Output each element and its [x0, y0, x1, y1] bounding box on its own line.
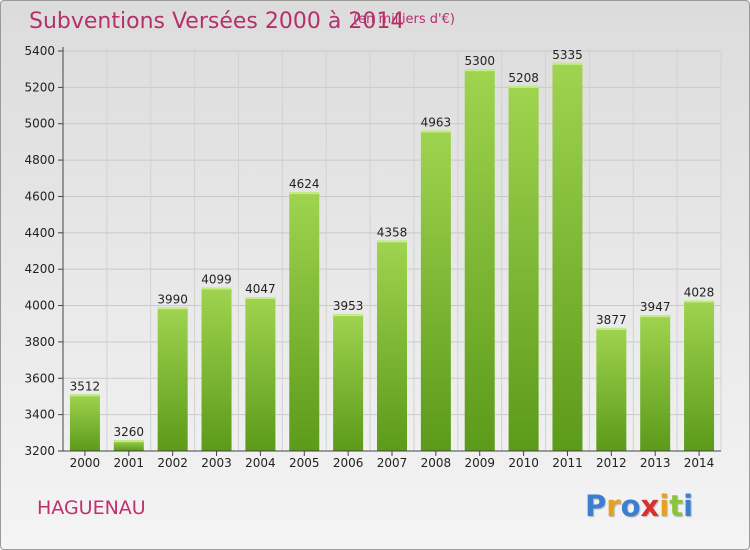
bar-2003 — [201, 287, 232, 451]
x-tick-label: 2006 — [333, 456, 364, 470]
logo-letter: r — [606, 489, 621, 523]
bar-2010 — [508, 85, 539, 451]
logo-letter: o — [620, 489, 641, 523]
bars — [69, 62, 715, 452]
x-tick-label: 2013 — [640, 456, 671, 470]
commune-name: HAGUENAU — [37, 497, 146, 519]
bar-2000 — [69, 394, 100, 451]
y-tick-label: 4000 — [24, 299, 55, 313]
chart-title: Subventions Versées 2000 à 2014 — [29, 9, 405, 34]
y-tick-label: 3200 — [24, 444, 55, 458]
bar-highlight — [113, 440, 144, 443]
proxiti-logo: Proxiti — [585, 489, 693, 523]
bar-highlight — [508, 85, 539, 88]
x-tick-label: 2001 — [114, 456, 145, 470]
x-tick-label: 2002 — [157, 456, 188, 470]
value-labels: 3512 3260 3990 4099 4047 4624 3953 4358 4963 5300… — [70, 48, 715, 439]
bar-2001 — [113, 440, 144, 451]
value-label: 5300 — [464, 54, 495, 68]
value-label: 3953 — [333, 299, 364, 313]
value-label: 4963 — [421, 115, 452, 129]
bar-2007 — [377, 240, 407, 451]
bar-highlight — [640, 315, 671, 318]
bar-highlight — [245, 297, 276, 299]
bar-2012 — [596, 327, 627, 451]
bar-highlight — [201, 287, 232, 290]
y-tick-label: 3800 — [24, 335, 55, 349]
x-tick-label: 2014 — [684, 456, 715, 470]
value-label: 4624 — [289, 177, 320, 191]
chart-unit: (en milliers d'€) — [353, 12, 455, 27]
bar-2004 — [245, 297, 276, 451]
value-label: 3877 — [596, 313, 627, 327]
bar-2008 — [420, 130, 451, 452]
y-tick-label: 4800 — [24, 153, 55, 167]
y-tick-label: 5400 — [24, 44, 55, 58]
bar-highlight — [69, 394, 100, 397]
bar-highlight — [289, 192, 320, 195]
bar-highlight — [464, 69, 495, 72]
y-tick-label: 5000 — [24, 117, 55, 131]
x-tick-label: 2008 — [421, 456, 452, 470]
y-tick-label: 3400 — [24, 408, 55, 422]
value-label: 4358 — [377, 225, 408, 239]
logo-letter: t — [669, 489, 684, 523]
bar-2005 — [289, 192, 320, 451]
bar-highlight — [377, 240, 407, 243]
x-axis: 2000 2001 2002 2003 2004 2005 2006 2007 2008 2009… — [63, 450, 721, 470]
logo-letter: i — [683, 489, 694, 523]
y-axis: 3200 3400 3600 3800 4000 4200 4400 4600 4800 5000… — [24, 44, 64, 458]
logo-letter: x — [640, 489, 660, 523]
bar-highlight — [596, 327, 627, 330]
y-tick-label: 4200 — [24, 262, 55, 276]
x-tick-label: 2011 — [552, 456, 583, 470]
bar-2009 — [464, 69, 495, 451]
y-tick-label: 4600 — [24, 189, 55, 203]
logo-letter: i — [659, 489, 670, 523]
bar-highlight — [420, 130, 451, 133]
bar-2006 — [333, 314, 364, 451]
y-tick-label: 3600 — [24, 371, 55, 385]
bar-highlight — [157, 307, 188, 310]
value-label: 4028 — [684, 285, 715, 299]
bar-2011 — [552, 62, 583, 452]
x-tick-label: 2007 — [377, 456, 408, 470]
value-label: 3990 — [157, 292, 188, 306]
value-label: 3947 — [640, 300, 671, 314]
x-tick-label: 2012 — [596, 456, 627, 470]
value-label: 4047 — [245, 282, 276, 296]
bar-2014 — [684, 300, 715, 451]
bar-highlight — [684, 300, 715, 303]
x-tick-label: 2010 — [508, 456, 539, 470]
bar-highlight — [552, 62, 583, 65]
bar-highlight — [333, 314, 364, 317]
x-tick-label: 2000 — [70, 456, 101, 470]
x-tick-label: 2009 — [464, 456, 495, 470]
y-tick-label: 4400 — [24, 226, 55, 240]
x-tick-label: 2003 — [201, 456, 232, 470]
bar-2013 — [640, 315, 671, 451]
bar-2002 — [157, 307, 188, 451]
value-label: 3260 — [114, 425, 145, 439]
value-label: 4099 — [201, 273, 232, 287]
y-tick-label: 5200 — [24, 80, 55, 94]
value-label: 3512 — [70, 379, 101, 393]
x-tick-label: 2004 — [245, 456, 276, 470]
value-label: 5208 — [508, 71, 539, 85]
x-tick-label: 2005 — [289, 456, 320, 470]
value-label: 5335 — [552, 48, 583, 62]
logo-letter: P — [585, 489, 607, 523]
